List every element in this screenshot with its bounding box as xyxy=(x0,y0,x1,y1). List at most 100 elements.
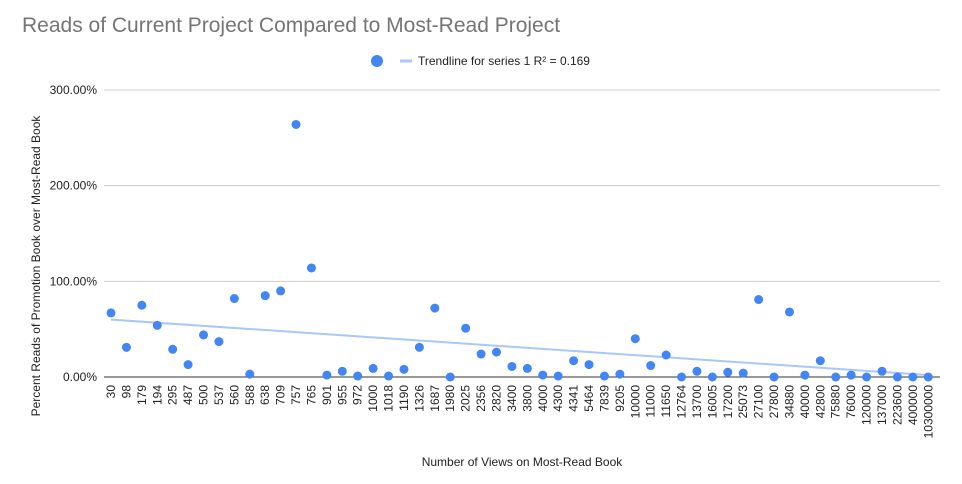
gridlines xyxy=(104,89,940,378)
x-tick-label: 955 xyxy=(335,385,349,405)
data-point xyxy=(445,372,455,382)
data-point xyxy=(214,337,224,347)
data-point xyxy=(569,356,579,366)
x-tick-label: 223600 xyxy=(890,385,904,425)
data-point xyxy=(492,347,501,357)
data-point xyxy=(507,361,517,371)
x-tick-label: 1687 xyxy=(428,385,442,412)
x-tick-label: 901 xyxy=(320,385,334,405)
x-tick-label: 2025 xyxy=(459,385,473,412)
y-tick-label: 200.00% xyxy=(50,179,98,193)
x-tick-label: 4000 xyxy=(536,385,550,412)
data-point xyxy=(862,372,872,382)
data-point xyxy=(337,366,347,376)
data-point xyxy=(461,323,471,333)
data-point xyxy=(892,372,902,382)
data-point xyxy=(121,342,131,352)
data-point xyxy=(815,356,825,366)
x-tick-label: 12764 xyxy=(675,385,689,419)
x-tick-label: 1326 xyxy=(412,385,426,412)
data-point xyxy=(384,371,394,381)
x-tick-label: 972 xyxy=(351,385,365,405)
x-tick-label: 75880 xyxy=(829,385,843,419)
data-point xyxy=(199,330,209,340)
data-point xyxy=(306,263,316,273)
data-point xyxy=(784,307,794,317)
x-tick-label: 709 xyxy=(274,385,288,405)
x-tick-label: 179 xyxy=(135,385,149,405)
data-point xyxy=(106,308,116,318)
data-point xyxy=(646,361,656,371)
x-tick-label: 487 xyxy=(181,385,195,405)
x-tick-label: 1980 xyxy=(443,385,457,412)
data-point xyxy=(553,371,563,381)
y-tick-label: 0.00% xyxy=(63,370,97,384)
data-point xyxy=(754,295,764,305)
data-point xyxy=(322,370,332,380)
data-point xyxy=(353,371,363,381)
x-tick-label: 1190 xyxy=(397,385,411,411)
data-point xyxy=(800,370,810,380)
x-tick-label: 10300000 xyxy=(921,385,935,439)
data-point xyxy=(260,291,270,301)
data-point xyxy=(707,372,717,382)
data-point xyxy=(399,364,409,374)
x-tick-label: 40000 xyxy=(798,385,812,419)
data-point xyxy=(291,119,301,129)
data-point xyxy=(599,371,609,381)
x-tick-label: 137000 xyxy=(875,385,889,425)
x-tick-label: 9205 xyxy=(613,385,627,412)
x-tick-label: 560 xyxy=(227,385,241,405)
x-tick-label: 7839 xyxy=(597,385,611,412)
data-point xyxy=(908,372,918,382)
x-tick-label: 757 xyxy=(289,385,303,405)
data-point xyxy=(877,366,887,376)
x-tick-label: 3400 xyxy=(505,385,519,412)
data-point xyxy=(229,294,239,304)
x-tick-label: 42800 xyxy=(813,385,827,419)
y-tick-labels: 0.00% 100.00% 200.00% 300.00% xyxy=(50,83,98,384)
data-point xyxy=(692,366,702,376)
x-tick-label: 5464 xyxy=(582,385,596,412)
data-point xyxy=(584,360,594,370)
x-tick-label: 295 xyxy=(166,385,180,405)
x-tick-label: 27100 xyxy=(752,385,766,419)
x-tick-label: 76000 xyxy=(844,385,858,419)
x-tick-label: 11000 xyxy=(644,385,658,418)
data-point xyxy=(615,369,625,379)
x-tick-label: 1000 xyxy=(366,385,380,412)
x-tick-label: 400000 xyxy=(906,385,920,425)
x-tick-label: 17200 xyxy=(721,385,735,419)
data-point xyxy=(245,369,255,379)
x-tick-labels: 30 98 179 194 295 487 500 537 560 588 638 709 757 765… xyxy=(104,385,935,439)
data-point xyxy=(677,372,687,382)
legend-label-trendline: Trendline for series 1 R² = 0.169 xyxy=(418,54,590,68)
x-tick-label: 4341 xyxy=(567,385,581,412)
x-tick-label: 25073 xyxy=(736,385,750,419)
data-point xyxy=(368,363,378,373)
data-point xyxy=(414,342,424,352)
data-point xyxy=(430,303,440,313)
data-points xyxy=(106,119,933,382)
chart-title: Reads of Current Project Compared to Mos… xyxy=(22,14,561,37)
data-point xyxy=(168,344,178,354)
trendline xyxy=(110,318,929,377)
x-tick-label: 120000 xyxy=(860,385,874,425)
data-point xyxy=(276,286,286,296)
x-tick-label: 588 xyxy=(243,385,257,405)
data-point xyxy=(522,363,532,373)
x-tick-label: 500 xyxy=(197,385,211,405)
x-tick-label: 11650 xyxy=(659,385,673,418)
data-point xyxy=(831,372,841,382)
x-tick-label: 30 xyxy=(104,385,118,399)
x-tick-label: 4300 xyxy=(551,385,565,412)
x-tick-label: 34880 xyxy=(782,385,796,419)
x-tick-label: 13700 xyxy=(690,385,704,419)
x-tick-label: 765 xyxy=(304,385,318,405)
y-tick-label: 100.00% xyxy=(50,274,98,288)
data-point xyxy=(661,350,671,360)
data-point xyxy=(137,300,147,310)
x-tick-label: 98 xyxy=(119,385,133,399)
y-tick-label: 300.00% xyxy=(50,83,98,97)
